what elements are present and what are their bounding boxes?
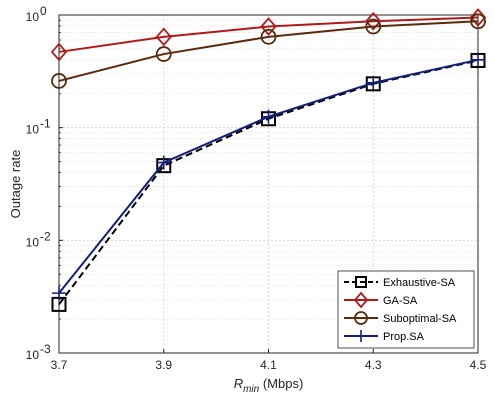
data-point-circle bbox=[260, 28, 277, 45]
legend: Exhaustive-SA GA-SA Suboptimal-SA Prop.SA bbox=[337, 270, 475, 349]
x-axis-label: Rmin (Mbps) bbox=[234, 376, 304, 395]
data-point-plus bbox=[366, 75, 381, 90]
legend-marker-circle bbox=[354, 311, 368, 325]
data-point-plus bbox=[52, 286, 66, 301]
legend-label: Suboptimal-SA bbox=[383, 313, 457, 325]
legend-label: Prop.SA bbox=[383, 331, 425, 343]
legend-entry: Exhaustive-SA bbox=[344, 276, 456, 289]
x-axis-ticks: 3.7 3.9 4.1 4.3 4.5 bbox=[51, 349, 487, 372]
legend-marker-square bbox=[355, 276, 367, 288]
data-point-circle bbox=[365, 18, 382, 35]
data-point-plus bbox=[471, 52, 485, 67]
x-tick-label: 4.3 bbox=[365, 358, 382, 372]
legend-marker-diamond bbox=[353, 291, 369, 309]
y-tick-label: 10 bbox=[26, 10, 40, 24]
x-tick-label: 3.9 bbox=[155, 358, 172, 372]
series-line bbox=[58, 20, 479, 82]
legend-box bbox=[337, 270, 475, 349]
y-tick-exponent: -3 bbox=[40, 342, 51, 356]
x-tick-label: 4.1 bbox=[260, 358, 277, 372]
legend-entry: Prop.SA bbox=[344, 330, 425, 343]
x-tick-label: 4.5 bbox=[470, 358, 487, 372]
y-axis-label: Outage rate bbox=[8, 150, 23, 219]
y-tick-exponent: 0 bbox=[40, 4, 47, 18]
data-point-diamond bbox=[365, 11, 382, 31]
y-tick-exponent: -2 bbox=[40, 229, 51, 243]
legend-label: Exhaustive-SA bbox=[383, 277, 456, 289]
legend-entry: Suboptimal-SA bbox=[344, 311, 457, 325]
x-tick-label: 3.7 bbox=[51, 358, 68, 372]
data-point-plus bbox=[261, 109, 276, 124]
series-suboptimal-sa bbox=[51, 13, 486, 89]
y-tick-label: 10 bbox=[26, 123, 40, 137]
data-point-circle bbox=[51, 73, 67, 89]
x-axis-label-unit: (Mbps) bbox=[259, 376, 303, 391]
y-tick-label: 10 bbox=[26, 348, 40, 362]
series-prop-sa bbox=[52, 52, 485, 301]
legend-label: GA-SA bbox=[383, 295, 418, 307]
x-axis-label-subscript: min bbox=[243, 384, 260, 395]
series-group bbox=[50, 8, 487, 312]
data-point-diamond bbox=[155, 27, 172, 47]
data-point-circle bbox=[155, 46, 172, 62]
series-ga-sa bbox=[50, 8, 487, 62]
series-line bbox=[58, 16, 479, 53]
legend-marker-plus bbox=[355, 330, 367, 342]
y-tick-label: 10 bbox=[26, 235, 40, 249]
data-point-circle bbox=[470, 13, 486, 30]
data-point-plus bbox=[156, 155, 171, 170]
data-point-diamond bbox=[469, 8, 487, 27]
data-point-diamond bbox=[50, 42, 68, 62]
legend-entry: GA-SA bbox=[344, 291, 418, 309]
x-axis-label-main: R bbox=[234, 376, 243, 391]
y-tick-exponent: -1 bbox=[40, 117, 51, 131]
data-point-diamond bbox=[260, 17, 277, 36]
